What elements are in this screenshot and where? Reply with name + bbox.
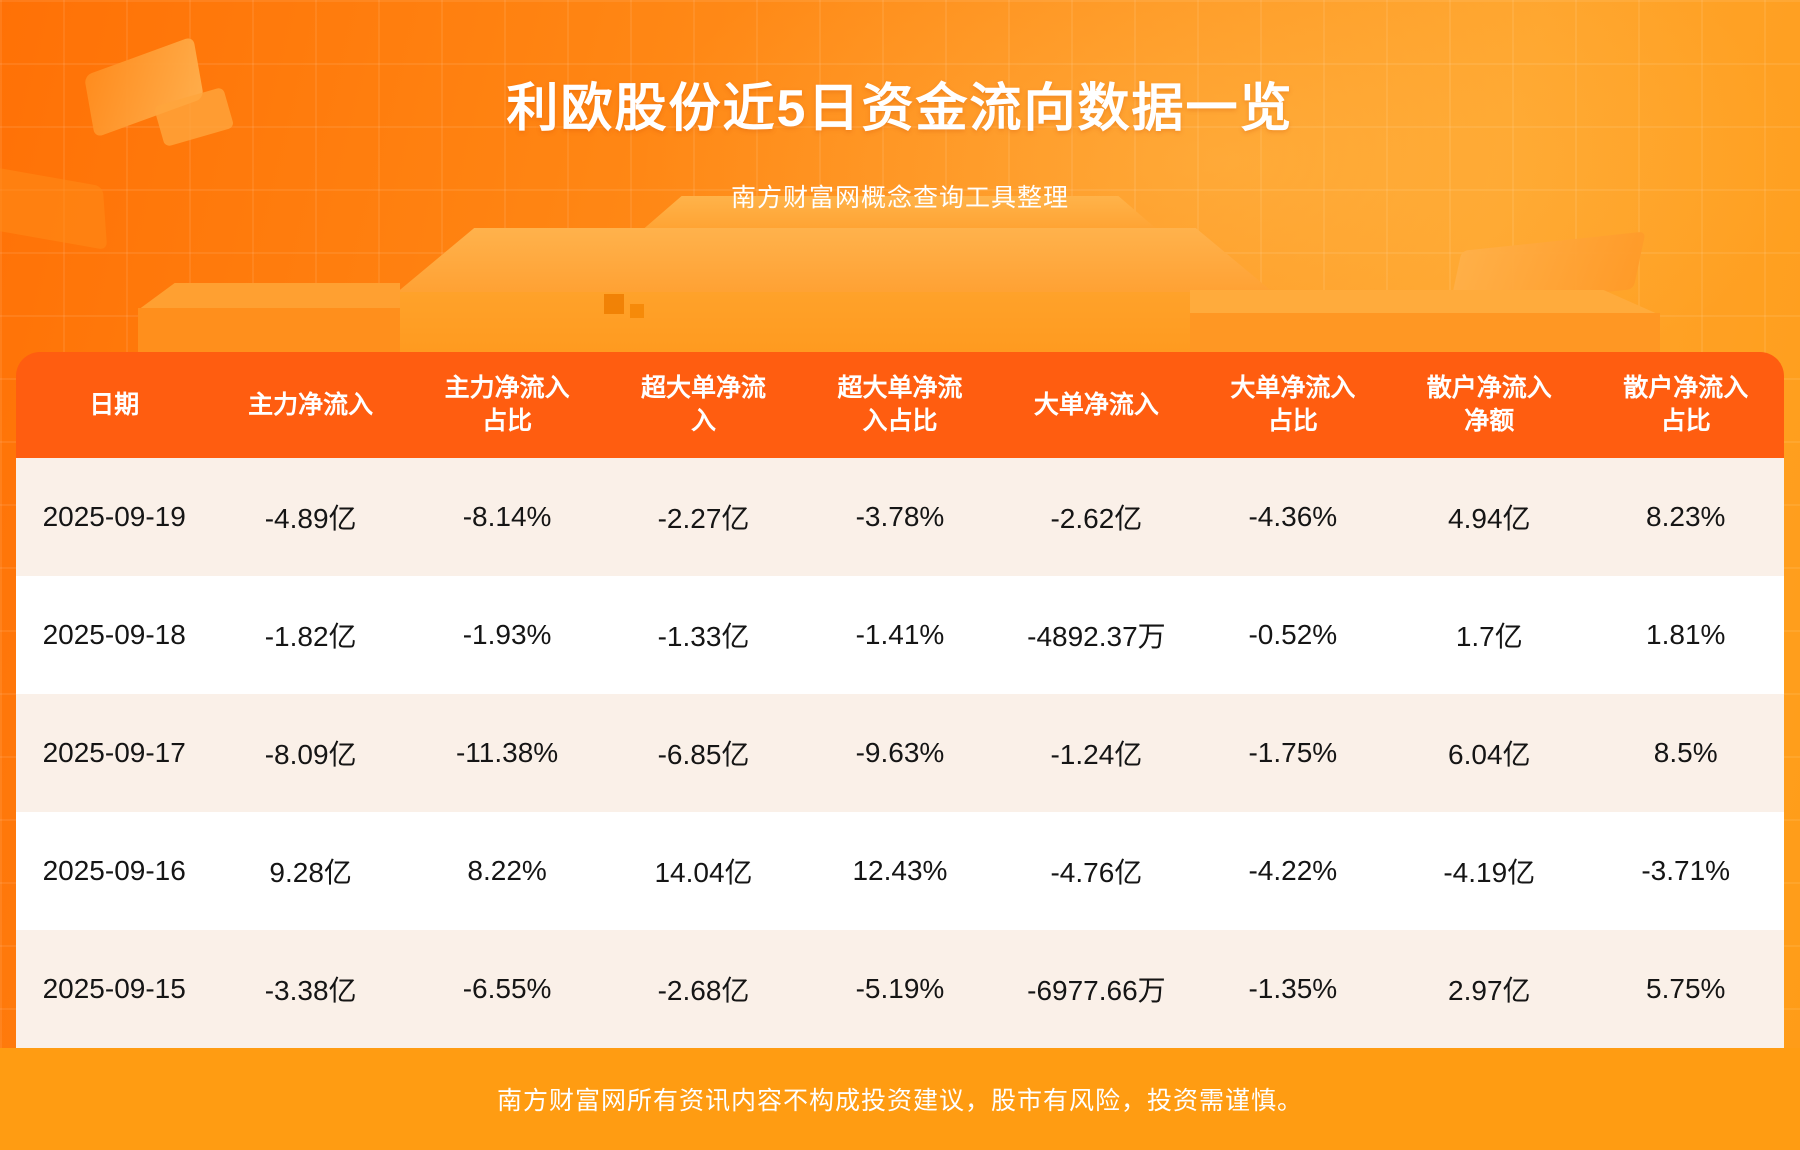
value-cell: -6977.66万 — [1027, 975, 1166, 1006]
podium-front-face — [395, 292, 1275, 354]
value-cell: -1.35% — [1248, 973, 1338, 1004]
podium-right-block-top — [1190, 290, 1660, 315]
value-cell: -11.38% — [455, 737, 559, 768]
value-cell: -2.68亿 — [657, 975, 750, 1006]
decor-slab-right — [1449, 231, 1646, 309]
column-header-7: 散户净流入 净额 — [1391, 352, 1587, 458]
value-cell: 8.23% — [1646, 501, 1726, 532]
value-cell: -1.93% — [462, 619, 552, 650]
date-cell: 2025-09-16 — [42, 855, 186, 886]
table-row: 2025-09-17 -8.09亿 -11.38% -6.85亿 -9.63% -1.24… — [16, 694, 1784, 812]
column-header-8: 散户净流入 占比 — [1588, 352, 1784, 458]
column-header-1: 主力净流入 — [212, 352, 408, 458]
table-row: 2025-09-15 -3.38亿 -6.55% -2.68亿 -5.19% -6977.… — [16, 930, 1784, 1048]
column-header-line: 大单净流入 — [1230, 374, 1356, 402]
table-row: 2025-09-18 -1.82亿 -1.93% -1.33亿 -1.41% -4892.… — [16, 576, 1784, 694]
footer-disclaimer-text: 南方财富网所有资讯内容不构成投资建议，股市有风险，投资需谨慎。 — [496, 1087, 1303, 1115]
value-cell: 4.94亿 — [1448, 503, 1531, 534]
value-cell: -4892.37万 — [1027, 621, 1166, 652]
value-cell: -1.41% — [855, 619, 945, 650]
podium-left-block-top — [138, 283, 400, 310]
table-body: 2025-09-19 -4.89亿 -8.14% -2.27亿 -3.78% -2.62亿… — [16, 458, 1784, 1048]
podium-left-block-front — [138, 308, 400, 354]
value-cell: -2.27亿 — [657, 503, 750, 534]
value-cell: 5.75% — [1646, 973, 1726, 1004]
column-header-line: 日期 — [89, 390, 140, 419]
value-cell: 8.22% — [467, 855, 547, 886]
value-cell: -1.24亿 — [1050, 739, 1143, 770]
column-header-line: 主力净流入 — [444, 374, 570, 402]
value-cell: -3.38亿 — [264, 975, 357, 1006]
value-cell: -6.55% — [462, 973, 552, 1004]
value-cell: -1.33亿 — [657, 621, 750, 652]
value-cell: -2.62亿 — [1050, 503, 1143, 534]
podium-top-face — [395, 228, 1275, 294]
column-header-line: 占比 — [1267, 407, 1318, 435]
value-cell: 8.5% — [1653, 737, 1718, 768]
value-cell: -4.22% — [1248, 855, 1338, 886]
column-header-4: 超大单净流 入占比 — [802, 352, 998, 458]
column-header-line: 超大单净流 — [641, 374, 767, 402]
column-header-2: 主力净流入 占比 — [409, 352, 605, 458]
decor-square-accent-2 — [630, 304, 644, 318]
fund-flow-table: S 南方财富网 outhmoney.com 日期主力净流入主力净流入占比超大单净… — [16, 352, 1784, 1048]
footer-disclaimer-band: 南方财富网所有资讯内容不构成投资建议，股市有风险，投资需谨慎。 — [0, 1048, 1800, 1150]
value-cell: -9.63% — [855, 737, 945, 768]
value-cell: -4.89亿 — [264, 503, 357, 534]
page-title: 利欧股份近5日资金流向数据一览 — [506, 80, 1294, 138]
value-cell: 6.04亿 — [1448, 739, 1531, 770]
value-cell: -4.76亿 — [1050, 857, 1143, 888]
column-header-6: 大单净流入 占比 — [1195, 352, 1391, 458]
column-header-line: 大单净流入 — [1033, 390, 1159, 419]
value-cell: -3.71% — [1641, 855, 1731, 886]
value-cell: -5.19% — [855, 973, 945, 1004]
table-row: 2025-09-16 9.28亿 8.22% 14.04亿 12.43% -4.76亿 -4… — [16, 812, 1784, 930]
column-header-line: 入占比 — [862, 407, 938, 435]
column-header-line: 散户净流入 — [1426, 374, 1552, 402]
table-header-row: 日期 主力净流入 主力净流入 占比 超大单净流入超大单净流 入占比 大单净流入 大单净流入 占比… — [16, 352, 1784, 458]
value-cell: -1.82亿 — [264, 621, 357, 652]
date-cell: 2025-09-18 — [42, 619, 186, 650]
column-header-0: 日期 — [16, 352, 212, 458]
value-cell: 12.43% — [852, 855, 948, 886]
column-header-3: 超大单净流入 — [605, 352, 801, 458]
value-cell: -4.19亿 — [1443, 857, 1536, 888]
column-header-line: 入 — [691, 407, 717, 435]
column-header-line: 散户净流入 — [1623, 374, 1749, 402]
decor-square-accent-1 — [604, 294, 624, 314]
column-header-line: 占比 — [482, 407, 533, 435]
value-cell: 1.81% — [1646, 619, 1726, 650]
column-header-line: 超大单净流 — [837, 374, 963, 402]
value-cell: -4.36% — [1248, 501, 1338, 532]
value-cell: 14.04亿 — [654, 857, 753, 888]
value-cell: -8.09亿 — [264, 739, 357, 770]
column-header-line: 占比 — [1660, 407, 1711, 435]
value-cell: -0.52% — [1248, 619, 1338, 650]
date-cell: 2025-09-17 — [42, 737, 186, 768]
value-cell: 9.28亿 — [269, 857, 352, 888]
date-cell: 2025-09-19 — [42, 501, 186, 532]
value-cell: -3.78% — [855, 501, 945, 532]
page-subtitle: 南方财富网概念查询工具整理 — [730, 184, 1069, 212]
table-row: 2025-09-19 -4.89亿 -8.14% -2.27亿 -3.78% -2.62亿… — [16, 458, 1784, 576]
value-cell: -1.75% — [1248, 737, 1338, 768]
column-header-line: 主力净流入 — [248, 390, 374, 419]
podium-right-block-front — [1190, 313, 1660, 354]
value-cell: -6.85亿 — [657, 739, 750, 770]
column-header-5: 大单净流入 — [998, 352, 1194, 458]
value-cell: 1.7亿 — [1455, 621, 1523, 652]
column-header-line: 净额 — [1464, 407, 1515, 435]
value-cell: -8.14% — [462, 501, 552, 532]
value-cell: 2.97亿 — [1448, 975, 1531, 1006]
date-cell: 2025-09-15 — [42, 973, 186, 1004]
